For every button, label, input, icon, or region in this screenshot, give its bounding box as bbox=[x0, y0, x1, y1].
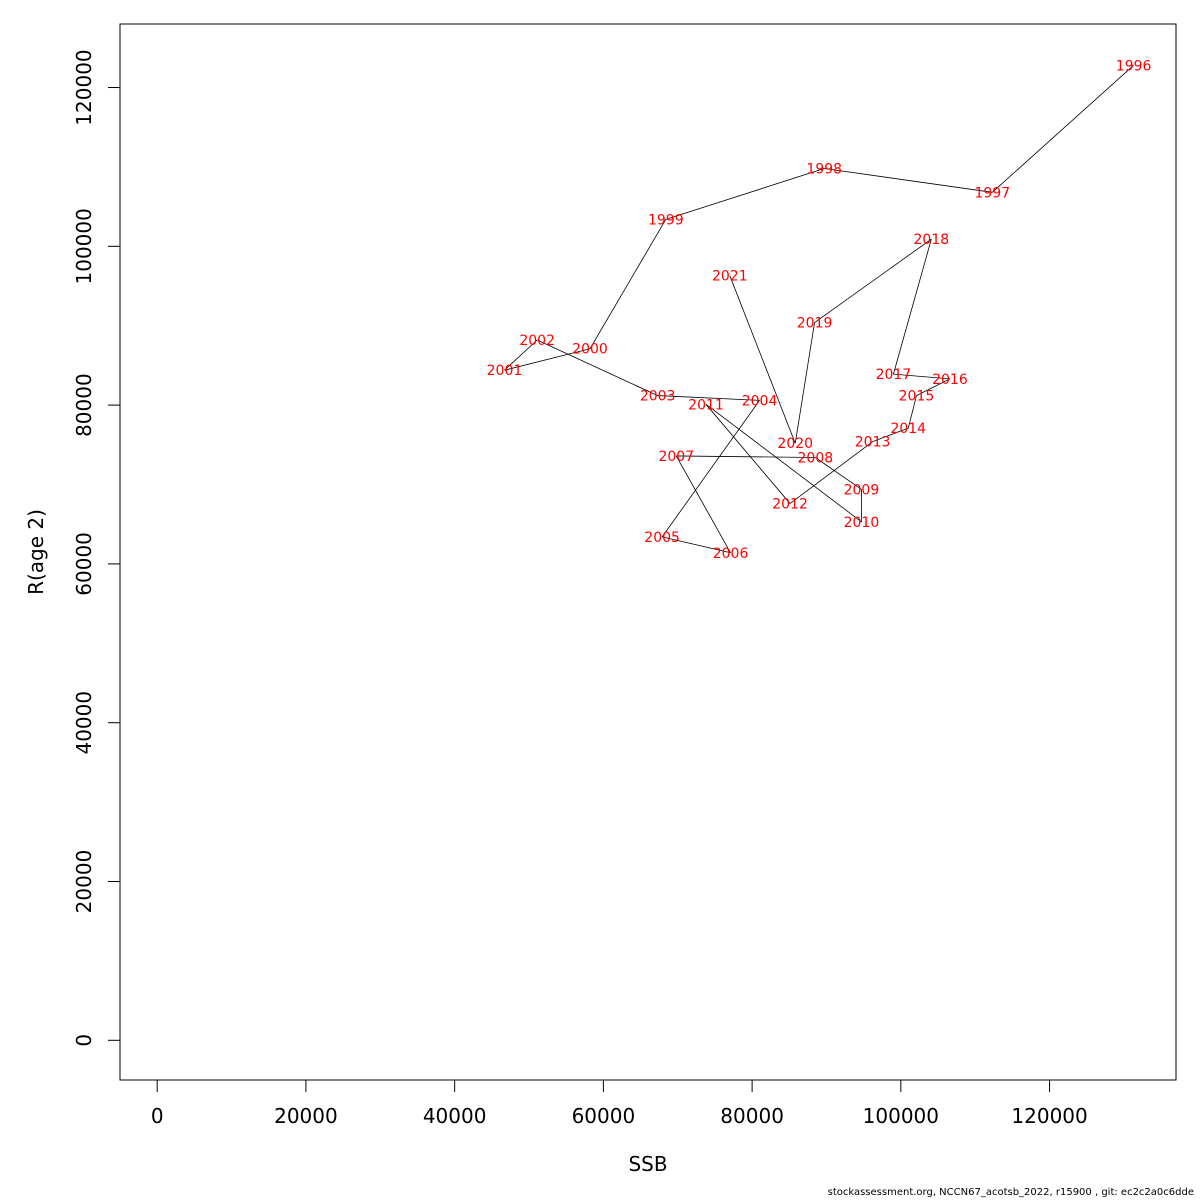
year-label: 2006 bbox=[713, 546, 749, 562]
x-tick-label: 0 bbox=[151, 1104, 164, 1128]
sr-path-segment bbox=[872, 427, 909, 443]
sr-path-segment bbox=[705, 403, 862, 523]
year-label: 2015 bbox=[899, 389, 935, 405]
year-label: 2017 bbox=[876, 367, 912, 383]
year-label: 1999 bbox=[648, 212, 684, 228]
sr-path-segment bbox=[789, 441, 873, 504]
year-label: 2020 bbox=[777, 436, 813, 452]
x-tick-label: 120000 bbox=[1011, 1104, 1087, 1128]
year-label: 2014 bbox=[890, 421, 926, 437]
x-tick-label: 20000 bbox=[274, 1104, 338, 1128]
sr-path-segment bbox=[893, 239, 932, 375]
sr-path-segment bbox=[992, 64, 1134, 193]
y-axis-title: R(age 2) bbox=[24, 509, 48, 595]
sr-path-segment bbox=[662, 536, 731, 554]
year-label: 2005 bbox=[644, 530, 680, 546]
year-label: 2012 bbox=[772, 497, 808, 513]
year-label: 1996 bbox=[1116, 58, 1152, 74]
plot-frame bbox=[119, 23, 1177, 1081]
year-label: 2007 bbox=[658, 449, 694, 465]
sr-path-segment bbox=[676, 455, 816, 458]
year-label: 1998 bbox=[806, 162, 842, 178]
sr-path-segment bbox=[794, 322, 815, 444]
sr-path-segment bbox=[907, 395, 917, 429]
sr-path-segment bbox=[824, 168, 993, 193]
sr-series bbox=[504, 64, 1134, 554]
sr-path-segment bbox=[537, 339, 658, 396]
sr-path-segment bbox=[814, 238, 932, 323]
y-tick-label: 0 bbox=[72, 1034, 96, 1047]
x-tick-label: 40000 bbox=[423, 1104, 487, 1128]
year-label: 1997 bbox=[974, 185, 1010, 201]
year-label: 2002 bbox=[519, 333, 555, 349]
sr-path-segment bbox=[589, 219, 667, 349]
y-tick-label: 100000 bbox=[72, 208, 96, 284]
sr-path-segment bbox=[705, 404, 791, 504]
sr-path-segment bbox=[815, 457, 862, 490]
year-label: 2000 bbox=[572, 342, 608, 358]
y-tick-label: 80000 bbox=[72, 373, 96, 437]
year-label: 2003 bbox=[640, 389, 676, 405]
y-tick-label: 20000 bbox=[72, 850, 96, 914]
sr-path-segment bbox=[729, 275, 796, 444]
x-tick-label: 60000 bbox=[572, 1104, 636, 1128]
year-label: 2008 bbox=[798, 451, 834, 467]
year-label: 2009 bbox=[844, 482, 880, 498]
year-label: 2016 bbox=[932, 372, 968, 388]
year-label: 2021 bbox=[712, 269, 748, 285]
year-label: 2010 bbox=[844, 515, 880, 531]
y-tick-label: 40000 bbox=[72, 691, 96, 755]
sr-path-segment bbox=[657, 395, 760, 401]
sr-path-segment bbox=[665, 168, 825, 220]
y-axis: 0 20000 40000 60000 80000 100000 120000 bbox=[72, 49, 121, 1047]
x-axis: 0 20000 40000 60000 80000 100000 120000 bbox=[151, 1079, 1088, 1128]
sr-path-segment bbox=[675, 455, 731, 553]
y-tick-label: 60000 bbox=[72, 532, 96, 596]
x-axis-title: SSB bbox=[628, 1152, 667, 1176]
x-tick-label: 80000 bbox=[720, 1104, 784, 1128]
year-label: 2019 bbox=[797, 316, 833, 332]
year-label: 2018 bbox=[914, 232, 950, 248]
x-tick-label: 100000 bbox=[863, 1104, 939, 1128]
year-label: 2004 bbox=[742, 393, 778, 409]
sr-path-segment bbox=[661, 400, 760, 538]
sr-path-segment bbox=[916, 378, 951, 396]
sr-path-segment bbox=[504, 348, 591, 371]
year-label: 2001 bbox=[487, 363, 523, 379]
sr-path-segment bbox=[504, 339, 538, 371]
sr-path-segment bbox=[893, 373, 950, 380]
year-label: 2013 bbox=[855, 435, 891, 451]
y-tick-label: 120000 bbox=[72, 49, 96, 125]
footer-credit: stockassessment.org, NCCN67_acotsb_2022,… bbox=[827, 1187, 1194, 1198]
year-label: 2011 bbox=[688, 397, 724, 413]
year-labels: 1996 1997 1998 1999 2000 2001 2002 2003 2004 2005… bbox=[487, 58, 1152, 562]
